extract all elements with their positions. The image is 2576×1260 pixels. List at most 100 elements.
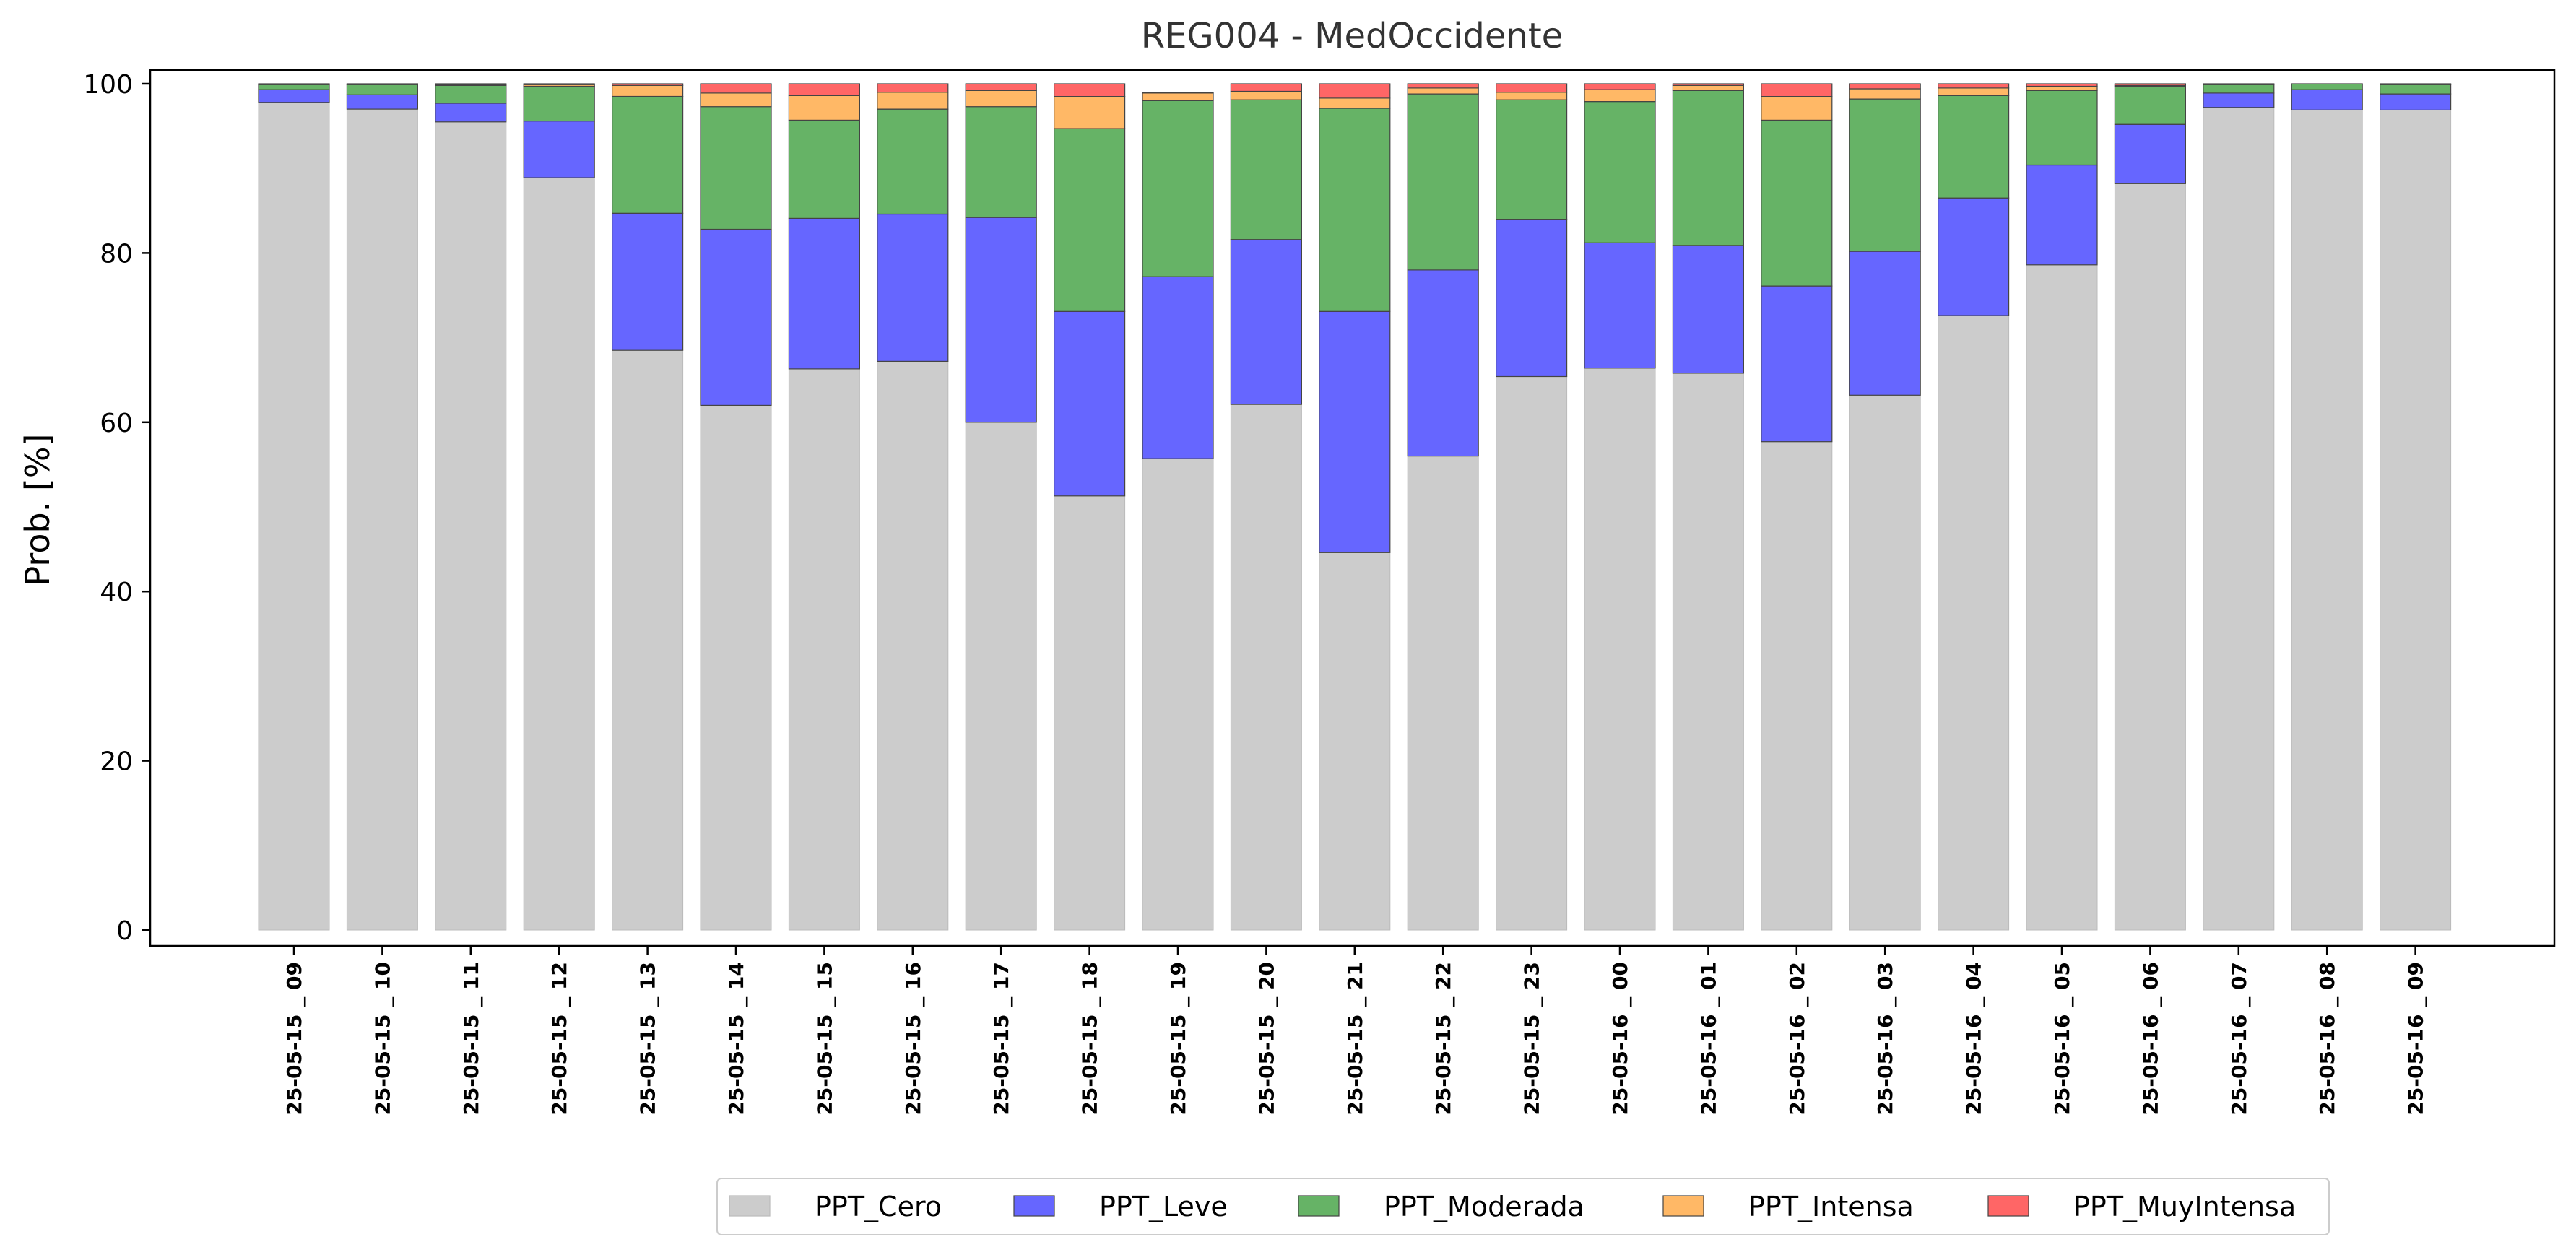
bar-ppt-leve-21 <box>2114 123 2186 184</box>
bar-ppt-leve-12 <box>1319 310 1391 553</box>
bar-ppt-leve-5 <box>700 229 772 407</box>
legend-swatch-ppt-intensa <box>1662 1195 1704 1217</box>
bar-ppt-muyintensa-11 <box>1230 83 1303 92</box>
bar-ppt-cero-7 <box>877 360 949 931</box>
legend: PPT_Cero PPT_Leve PPT_Moderada PPT_Intensa P… <box>716 1178 2330 1235</box>
bar-ppt-intensa-4 <box>611 84 684 97</box>
axes-layer: 0 20 40 60 80 100 <box>83 69 2556 947</box>
bar-ppt-leve-18 <box>1849 251 1921 396</box>
bar-ppt-intensa-5 <box>700 92 772 108</box>
bar-ppt-leve-8 <box>965 217 1037 423</box>
bar-ppt-muyintensa-10 <box>1142 92 1214 94</box>
y-tick-label: 80 <box>100 239 133 269</box>
bar-ppt-muyintensa-6 <box>788 83 861 96</box>
bar-ppt-leve-14 <box>1496 218 1568 378</box>
bar-ppt-leve-9 <box>1053 310 1126 497</box>
y-tick-label: 40 <box>100 578 133 607</box>
bar-ppt-leve-22 <box>2203 92 2275 108</box>
bar-ppt-muyintensa-9 <box>1053 83 1126 97</box>
bar-ppt-intensa-9 <box>1053 96 1126 129</box>
bar-ppt-cero-2 <box>435 121 507 931</box>
plot-frame <box>149 69 2556 947</box>
bar-ppt-intensa-19 <box>1938 87 2010 97</box>
bar-ppt-moderada-11 <box>1230 99 1303 240</box>
x-tick-label: 25-05-16 _ 01 <box>1696 962 1720 1116</box>
x-tick-label: 25-05-16 _ 07 <box>2227 962 2251 1116</box>
x-tick-label: 25-05-15 _ 22 <box>1431 962 1455 1116</box>
bar-ppt-muyintensa-7 <box>877 83 949 93</box>
bar-ppt-muyintensa-19 <box>1938 83 2010 89</box>
bar-ppt-intensa-15 <box>1584 89 1656 103</box>
bar-ppt-moderada-7 <box>877 108 949 215</box>
x-ticks-layer: 25-05-15 _ 09 25-05-15 _ 10 25-05-15 _ 11 2… <box>282 946 2428 1116</box>
bar-ppt-leve-23 <box>2291 89 2363 110</box>
legend-label-ppt-intensa: PPT_Intensa <box>1748 1191 1914 1222</box>
bar-ppt-cero-5 <box>700 404 772 931</box>
x-tick-label: 25-05-16 _ 06 <box>2138 962 2162 1116</box>
chart-title: REG004 - MedOccidente <box>1141 16 1563 56</box>
bar-ppt-cero-1 <box>346 108 418 931</box>
bar-ppt-intensa-11 <box>1230 90 1303 100</box>
x-tick-label: 25-05-16 _ 02 <box>1785 962 1809 1116</box>
bar-ppt-leve-24 <box>2380 93 2452 111</box>
x-tick-label: 25-05-15 _ 14 <box>724 962 748 1116</box>
legend-label-ppt-moderada: PPT_Moderada <box>1384 1191 1584 1222</box>
bar-ppt-moderada-19 <box>1938 95 2010 199</box>
bar-ppt-moderada-21 <box>2114 85 2186 125</box>
x-tick-label: 25-05-16 _ 08 <box>2315 962 2339 1116</box>
bar-ppt-moderada-12 <box>1319 108 1391 312</box>
bar-ppt-cero-14 <box>1496 376 1568 931</box>
bar-ppt-moderada-6 <box>788 119 861 219</box>
bar-ppt-intensa-7 <box>877 92 949 110</box>
x-tick-label: 25-05-16 _ 05 <box>2050 962 2074 1116</box>
x-tick-label: 25-05-15 _ 19 <box>1166 962 1190 1116</box>
bar-ppt-muyintensa-20 <box>2026 83 2098 87</box>
bar-ppt-intensa-12 <box>1319 97 1391 109</box>
x-tick-label: 25-05-16 _ 00 <box>1608 962 1632 1116</box>
y-tick-label: 20 <box>100 747 133 777</box>
bar-ppt-muyintensa-15 <box>1584 83 1656 90</box>
bar-ppt-intensa-10 <box>1142 92 1214 101</box>
bar-ppt-cero-22 <box>2203 107 2275 931</box>
x-tick-label: 25-05-15 _ 13 <box>636 962 660 1116</box>
x-tick-label: 25-05-15 _ 10 <box>370 962 394 1116</box>
bar-ppt-cero-24 <box>2380 109 2452 931</box>
x-tick-label: 25-05-15 _ 15 <box>812 962 836 1116</box>
bar-ppt-intensa-8 <box>965 90 1037 108</box>
legend-label-ppt-leve: PPT_Leve <box>1099 1191 1228 1222</box>
bar-ppt-moderada-24 <box>2380 84 2452 95</box>
bar-ppt-muyintensa-8 <box>965 83 1037 91</box>
bar-ppt-leve-3 <box>523 121 595 178</box>
bar-ppt-cero-9 <box>1054 495 1126 931</box>
bar-ppt-leve-11 <box>1230 239 1303 405</box>
bar-ppt-cero-12 <box>1319 552 1391 931</box>
bar-ppt-muyintensa-4 <box>611 83 684 86</box>
bar-ppt-leve-15 <box>1584 242 1656 369</box>
x-tick-label: 25-05-15 _ 09 <box>282 962 306 1116</box>
bar-ppt-muyintensa-12 <box>1319 83 1391 99</box>
bar-ppt-cero-8 <box>965 422 1037 931</box>
bar-ppt-intensa-14 <box>1496 92 1568 100</box>
bar-ppt-leve-4 <box>611 212 684 351</box>
bar-ppt-moderada-1 <box>346 84 418 95</box>
bar-ppt-moderada-20 <box>2026 90 2098 166</box>
bar-ppt-moderada-4 <box>611 96 684 214</box>
bar-ppt-intensa-20 <box>2026 85 2098 92</box>
bar-ppt-leve-13 <box>1407 269 1479 457</box>
bar-ppt-moderada-16 <box>1672 90 1744 246</box>
bar-ppt-cero-13 <box>1407 456 1479 931</box>
y-axis-label: Prob. [%] <box>18 433 57 586</box>
bar-ppt-moderada-8 <box>965 106 1037 218</box>
bar-ppt-moderada-15 <box>1584 101 1656 243</box>
bar-ppt-cero-4 <box>612 349 684 931</box>
bar-ppt-intensa-18 <box>1849 88 1921 100</box>
bars-layer <box>258 83 2452 931</box>
bar-ppt-moderada-18 <box>1849 98 1921 252</box>
bar-ppt-muyintensa-21 <box>2114 83 2186 86</box>
bar-ppt-intensa-13 <box>1407 87 1479 95</box>
x-tick-label: 25-05-15 _ 18 <box>1078 962 1102 1116</box>
bar-ppt-muyintensa-13 <box>1407 83 1479 89</box>
bar-ppt-muyintensa-16 <box>1672 83 1744 86</box>
